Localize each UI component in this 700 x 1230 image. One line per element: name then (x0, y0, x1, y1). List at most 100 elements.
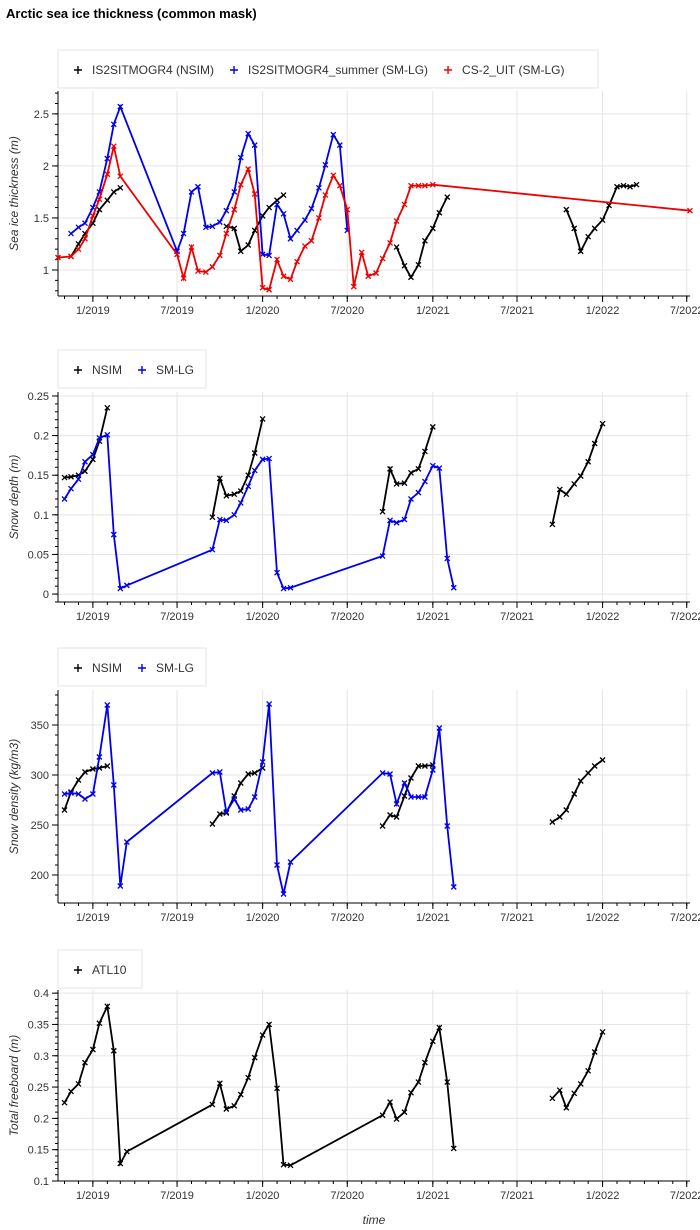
data-point (117, 103, 124, 110)
y-tick-label: 0.35 (28, 1019, 49, 1031)
y-tick-label: 0 (43, 589, 49, 601)
x-tick-label: 7/2019 (160, 611, 194, 623)
data-point (231, 511, 238, 518)
data-point (591, 440, 598, 447)
data-point (61, 791, 68, 797)
data-point (96, 196, 103, 203)
series-1 (61, 757, 606, 829)
x-tick-label: 1/2019 (76, 305, 110, 317)
legend-marker (138, 366, 146, 374)
data-point (436, 465, 443, 472)
data-point (393, 519, 400, 526)
chart-panel-2: 0 0.05 0.1 0.15 0.2 0.25 1/2019 7/2019 1/2020 7/2… (7, 349, 700, 623)
data-point (274, 569, 280, 576)
x-tick-label: 1/2020 (246, 611, 280, 623)
data-point (444, 823, 451, 829)
data-point (223, 230, 230, 237)
data-point (61, 807, 68, 813)
x-axis-label: time (363, 1213, 386, 1227)
data-point (563, 807, 570, 813)
data-point (421, 182, 428, 189)
data-point (408, 775, 414, 781)
data-point (231, 225, 238, 232)
data-point (401, 516, 408, 523)
data-point (266, 701, 273, 707)
data-point (415, 465, 422, 472)
data-point (68, 1088, 74, 1095)
x-tick-label: 7/2019 (160, 305, 194, 317)
legend-label: IS2SITMOGR4_summer (SM-LG) (248, 63, 428, 77)
legend-label: SM-LG (156, 661, 194, 675)
y-tick-label: 1.5 (34, 213, 49, 225)
data-point (577, 1080, 584, 1087)
data-point (393, 801, 400, 807)
series-line (70, 104, 349, 257)
data-point (585, 233, 592, 240)
legend-marker (74, 966, 82, 974)
data-point (216, 252, 223, 259)
data-point (251, 227, 258, 234)
data-point (556, 814, 563, 820)
y-tick-label: 0.3 (34, 1051, 49, 1063)
data-point (599, 217, 606, 223)
data-point (259, 456, 266, 463)
data-point (96, 1020, 103, 1027)
data-point (387, 517, 394, 524)
data-point (82, 468, 88, 475)
legend-marker (138, 664, 146, 672)
data-point (591, 1049, 598, 1055)
data-point (577, 248, 584, 255)
data-point (209, 770, 216, 776)
data-point (450, 1145, 457, 1152)
data-point (245, 771, 252, 777)
series-line (551, 1031, 604, 1110)
y-tick-label: 2 (43, 161, 49, 173)
data-point (563, 206, 570, 213)
data-point (393, 814, 400, 820)
y-tick-label: 0.15 (28, 470, 49, 482)
data-point (251, 191, 258, 197)
data-point (104, 431, 111, 438)
series-line (551, 423, 604, 525)
data-point (556, 486, 563, 493)
data-point (209, 546, 216, 553)
data-point (599, 757, 606, 763)
data-point (223, 207, 230, 214)
data-point (563, 491, 570, 498)
data-point (195, 268, 201, 274)
data-point (110, 143, 117, 150)
x-tick-label: 7/2020 (330, 1190, 364, 1202)
data-point (68, 230, 74, 237)
data-point (415, 261, 422, 268)
data-point (75, 791, 82, 797)
data-point (231, 1102, 238, 1109)
data-point (216, 516, 223, 523)
data-point (620, 182, 627, 189)
data-point (387, 1099, 394, 1106)
data-point (436, 209, 443, 216)
data-point (315, 214, 322, 221)
data-point (350, 283, 357, 290)
data-point (330, 172, 337, 179)
legend-box (57, 647, 207, 687)
data-point (387, 239, 394, 246)
data-point (188, 244, 195, 251)
x-tick-label: 7/2021 (500, 1190, 534, 1202)
data-point (330, 131, 337, 138)
data-point (401, 480, 408, 487)
data-point (280, 891, 287, 897)
data-point (280, 273, 287, 280)
data-point (82, 220, 88, 227)
x-tick-label: 1/2019 (76, 912, 110, 924)
data-point (55, 254, 61, 261)
data-point (237, 807, 244, 813)
data-point (401, 793, 408, 799)
data-point (301, 217, 308, 223)
series-2 (61, 701, 457, 897)
data-point (408, 182, 414, 189)
data-point (104, 197, 111, 204)
data-point (110, 188, 117, 195)
data-point (614, 183, 620, 190)
data-point (251, 142, 258, 149)
data-point (571, 480, 578, 487)
